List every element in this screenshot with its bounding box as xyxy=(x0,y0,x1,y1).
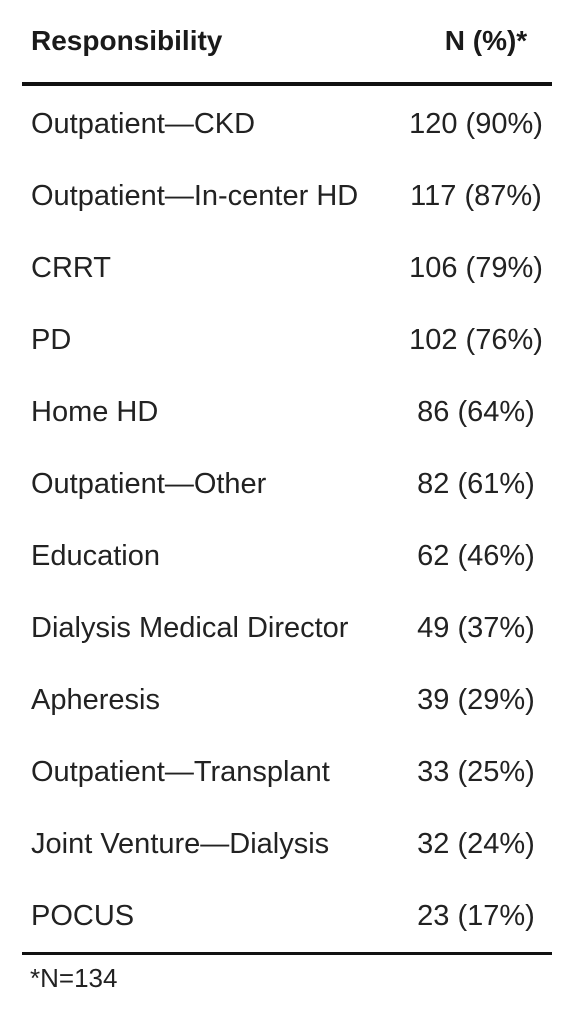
table-row: Joint Venture—Dialysis 32 (24%) xyxy=(22,808,552,880)
cell-n-percent: 102 (76%) xyxy=(409,323,543,356)
cell-n-percent: 33 (25%) xyxy=(417,755,535,788)
cell-n-percent: 120 (90%) xyxy=(409,107,543,140)
header-responsibility: Responsibility xyxy=(31,25,223,56)
cell-responsibility: Dialysis Medical Director xyxy=(31,611,349,644)
cell-n-percent: 39 (29%) xyxy=(417,683,535,716)
cell-responsibility: Outpatient—Other xyxy=(31,467,267,500)
table-row: PD 102 (76%) xyxy=(22,304,552,376)
table-row: Outpatient—Other 82 (61%) xyxy=(22,448,552,520)
table-bottom-rule xyxy=(22,952,552,955)
cell-responsibility: POCUS xyxy=(31,899,135,932)
table-header-row: Responsibility N (%)* xyxy=(22,0,552,86)
cell-responsibility: Outpatient—In-center HD xyxy=(31,179,359,212)
table-row: Outpatient—Transplant 33 (25%) xyxy=(22,736,552,808)
table-footnote: *N=134 xyxy=(30,963,118,993)
cell-responsibility: Joint Venture—Dialysis xyxy=(31,827,330,860)
table-row: Outpatient—CKD 120 (90%) xyxy=(22,88,552,160)
table-body: Outpatient—CKD 120 (90%) Outpatient—In-cen… xyxy=(22,88,552,952)
cell-n-percent: 23 (17%) xyxy=(417,899,535,932)
table-row: POCUS 23 (17%) xyxy=(22,880,552,952)
table-row: Education 62 (46%) xyxy=(22,520,552,592)
cell-responsibility: Outpatient—CKD xyxy=(31,107,256,140)
table-row: Home HD 86 (64%) xyxy=(22,376,552,448)
cell-n-percent: 49 (37%) xyxy=(417,611,535,644)
cell-responsibility: Outpatient—Transplant xyxy=(31,755,330,788)
table-row: CRRT 106 (79%) xyxy=(22,232,552,304)
cell-responsibility: Home HD xyxy=(31,395,159,428)
header-n-percent: N (%)* xyxy=(444,25,528,56)
cell-responsibility: PD xyxy=(31,323,72,356)
cell-responsibility: CRRT xyxy=(31,251,112,284)
table-row: Apheresis 39 (29%) xyxy=(22,664,552,736)
cell-n-percent: 32 (24%) xyxy=(417,827,535,860)
cell-n-percent: 117 (87%) xyxy=(410,179,542,212)
responsibility-table: Responsibility N (%)* Outpatient—CKD 120 … xyxy=(22,0,552,955)
table-row: Outpatient—In-center HD 117 (87%) xyxy=(22,160,552,232)
table-row: Dialysis Medical Director 49 (37%) xyxy=(22,592,552,664)
cell-n-percent: 106 (79%) xyxy=(409,251,543,284)
cell-n-percent: 86 (64%) xyxy=(417,395,535,428)
cell-responsibility: Education xyxy=(31,539,160,572)
cell-n-percent: 82 (61%) xyxy=(417,467,535,500)
cell-n-percent: 62 (46%) xyxy=(417,539,535,572)
cell-responsibility: Apheresis xyxy=(31,683,160,716)
